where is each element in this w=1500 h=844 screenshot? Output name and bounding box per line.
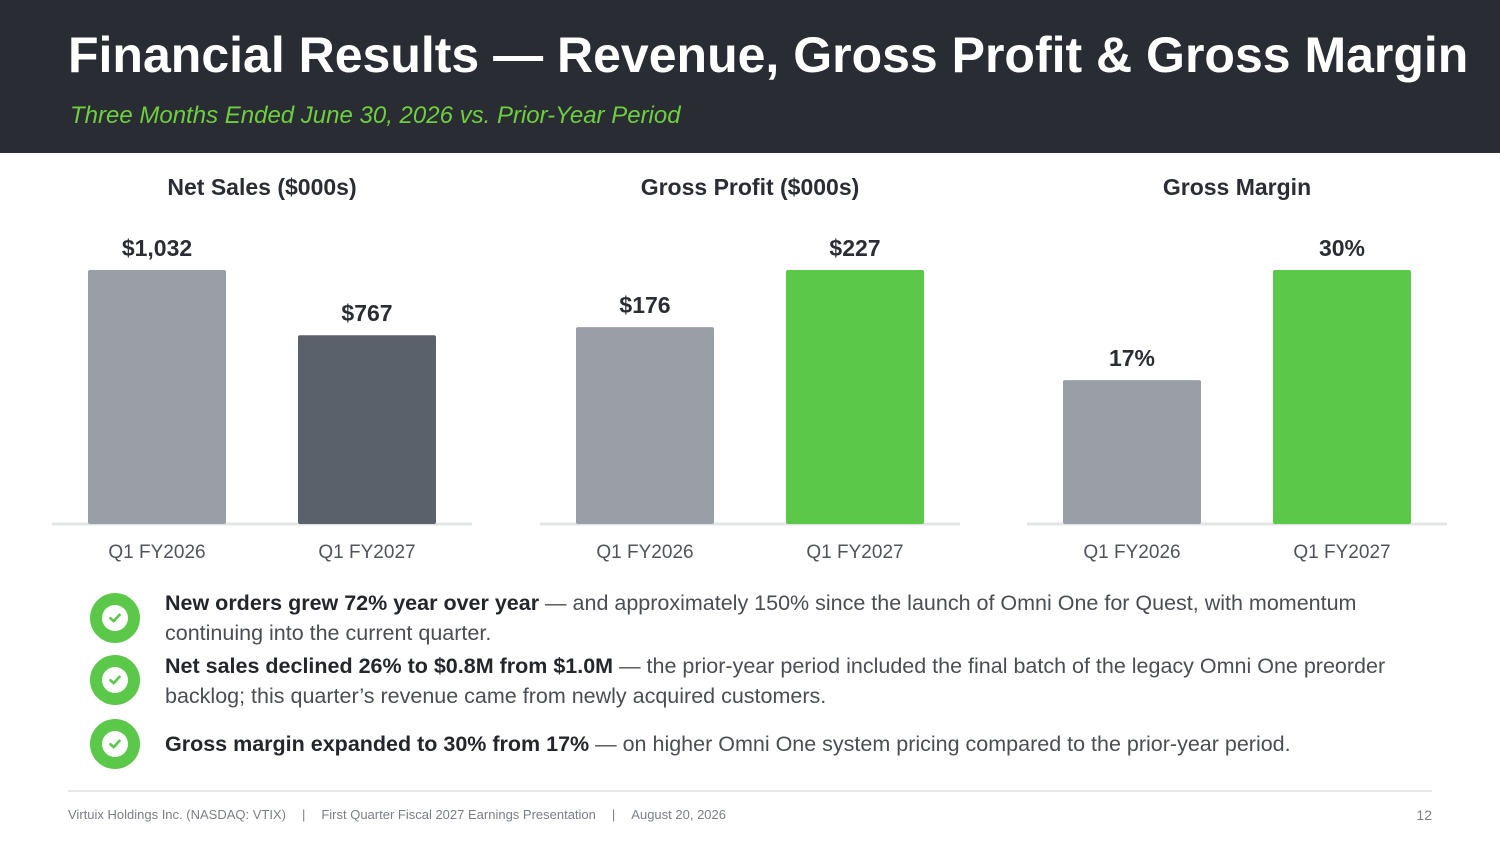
bar-q1-fy2027	[298, 335, 436, 524]
gross-margin-plot: 17% Q1 FY2026 30% Q1 FY2027	[1027, 235, 1447, 563]
page-title: Financial Results — Revenue, Gross Profi…	[68, 27, 1469, 83]
footer-date: August 20, 2026	[631, 807, 726, 822]
x-tick-label: Q1 FY2026	[1083, 542, 1180, 563]
chart-title: Net Sales ($000s)	[167, 174, 357, 200]
footer-presentation: First Quarter Fiscal 2027 Earnings Prese…	[321, 807, 596, 822]
bar-q1-fy2027	[786, 270, 924, 524]
highlight-text: Net sales declined 26% to $0.8M from $1.…	[165, 651, 1425, 711]
highlight-bold: New orders grew 72% year over year	[165, 591, 540, 615]
x-tick-label: Q1 FY2026	[596, 542, 693, 563]
highlight-detail: — on higher Omni One system pricing comp…	[589, 732, 1291, 756]
data-label: $1,032	[122, 235, 192, 261]
footer: Virtuix Holdings Inc. (NASDAQ: VTIX) | Fir…	[68, 807, 726, 822]
bar-q1-fy2026	[88, 270, 226, 524]
page-subtitle: Three Months Ended June 30, 2026 vs. Pri…	[70, 102, 681, 129]
check-circle-icon	[90, 655, 140, 705]
check-circle-icon	[90, 719, 140, 769]
x-tick-label: Q1 FY2027	[318, 542, 415, 563]
footer-separator: |	[301, 807, 306, 822]
check-circle-icon	[90, 593, 140, 643]
highlight-text: New orders grew 72% year over year — and…	[165, 588, 1425, 648]
data-label: 30%	[1319, 235, 1365, 261]
bar-q1-fy2027	[1273, 270, 1411, 524]
data-label: $227	[829, 235, 880, 261]
highlight-detail: — and approximately 150% since the launc…	[165, 591, 1357, 645]
chart-title: Gross Margin	[1162, 174, 1312, 200]
highlight-detail: — the prior-year period included the fin…	[165, 654, 1386, 708]
gross-profit-plot: $176 Q1 FY2026 $227 Q1 FY2027	[540, 235, 960, 563]
highlight-bold: Net sales declined 26% to $0.8M from $1.…	[165, 654, 614, 678]
data-label: 17%	[1109, 345, 1155, 371]
gross-margin-chart: Gross Margin 17% Q1 FY2026 30% Q1 FY2027	[1027, 170, 1447, 570]
net-sales-plot: $1,032 Q1 FY2026 $767 Q1 FY2027	[52, 235, 472, 563]
footer-divider	[68, 790, 1432, 792]
data-label: $176	[619, 292, 670, 318]
chart-title: Gross Profit ($000s)	[640, 174, 860, 200]
x-tick-label: Q1 FY2027	[806, 542, 903, 563]
x-tick-label: Q1 FY2027	[1293, 542, 1390, 563]
footer-company: Virtuix Holdings Inc. (NASDAQ: VTIX)	[68, 807, 286, 822]
net-sales-chart: Net Sales ($000s) $1,032 Q1 FY2026 $767 Q1 …	[52, 170, 472, 570]
header-banner: Financial Results — Revenue, Gross Profi…	[0, 0, 1500, 153]
highlight-text: Gross margin expanded to 30% from 17% — …	[165, 729, 1425, 759]
highlight-bold: Gross margin expanded to 30% from 17%	[165, 732, 590, 756]
gross-profit-chart: Gross Profit ($000s) $176 Q1 FY2026 $227 Q1…	[540, 170, 960, 570]
data-label: $767	[341, 300, 392, 326]
bar-q1-fy2026	[576, 327, 714, 524]
x-tick-label: Q1 FY2026	[108, 542, 205, 563]
footer-separator: |	[611, 807, 616, 822]
page-number: 12	[1416, 807, 1432, 823]
bar-q1-fy2026	[1063, 380, 1201, 524]
